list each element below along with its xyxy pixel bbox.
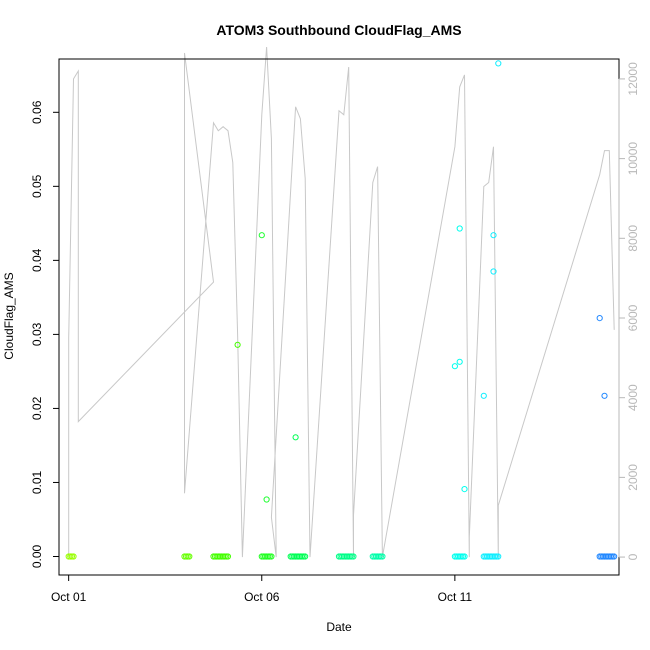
x-axis: Oct 01 Oct 06 Oct 11 xyxy=(51,574,473,604)
y-axis-label: CloudFlag_AMS xyxy=(2,272,16,359)
left-axis-tick-label: 0.05 xyxy=(30,174,44,198)
data-point xyxy=(495,553,502,560)
data-point xyxy=(601,392,608,399)
x-axis-label: Date xyxy=(326,620,352,634)
right-axis-tick-label: 6000 xyxy=(626,304,640,331)
right-axis-tick-label: 4000 xyxy=(626,384,640,411)
zero-point-cluster xyxy=(181,553,193,560)
data-point xyxy=(263,496,270,503)
right-axis-tick-label: 12000 xyxy=(626,62,640,96)
zero-point-cluster xyxy=(287,553,309,560)
data-point xyxy=(224,553,231,560)
data-point xyxy=(456,358,463,365)
data-point xyxy=(292,434,299,441)
points-layer xyxy=(65,60,618,560)
right-y-axis: 0 2000 4000 6000 8000 10000 12000 xyxy=(618,62,640,560)
left-axis-tick-label: 0.01 xyxy=(30,470,44,494)
data-point xyxy=(302,553,309,560)
data-point xyxy=(456,225,463,232)
data-point xyxy=(495,60,502,67)
x-axis-tick-label: Oct 01 xyxy=(51,590,87,604)
left-axis-tick-label: 0.03 xyxy=(30,322,44,346)
x-axis-tick-label: Oct 06 xyxy=(244,590,280,604)
data-point xyxy=(451,363,458,370)
data-point xyxy=(70,553,77,560)
right-axis-tick-label: 8000 xyxy=(626,225,640,252)
right-axis-tick-label: 10000 xyxy=(626,142,640,176)
zero-point-cluster xyxy=(451,553,468,560)
data-point xyxy=(350,553,357,560)
left-axis-tick-label: 0.02 xyxy=(30,396,44,420)
zero-point-cluster xyxy=(480,553,502,560)
data-point xyxy=(611,553,618,560)
data-point xyxy=(268,553,275,560)
left-y-axis: 0.00 0.01 0.02 0.03 0.04 0.05 0.06 xyxy=(30,100,60,568)
data-point xyxy=(186,553,193,560)
data-point xyxy=(596,315,603,322)
chart-title: ATOM3 Southbound CloudFlag_AMS xyxy=(216,22,461,38)
plot-frame xyxy=(58,58,620,576)
data-point xyxy=(258,232,265,239)
altitude-trace-line xyxy=(68,46,615,558)
right-axis-tick-label: 0 xyxy=(626,553,640,560)
zero-point-cluster xyxy=(369,553,386,560)
data-point xyxy=(379,553,386,560)
data-point xyxy=(461,553,468,560)
data-point xyxy=(461,486,468,493)
data-point xyxy=(480,392,487,399)
left-axis-tick-label: 0.04 xyxy=(30,248,44,272)
x-axis-tick-label: Oct 11 xyxy=(438,590,473,604)
data-point xyxy=(490,268,497,275)
left-axis-tick-label: 0.00 xyxy=(30,544,44,568)
altitude-trace-layer xyxy=(68,46,615,558)
zero-point-cluster xyxy=(258,553,275,560)
zero-point-cluster xyxy=(210,553,231,560)
data-point xyxy=(490,232,497,239)
data-point xyxy=(234,341,241,348)
right-axis-tick-label: 2000 xyxy=(626,464,640,491)
zero-point-cluster xyxy=(335,553,357,560)
zero-point-cluster xyxy=(596,553,618,560)
left-axis-tick-label: 0.06 xyxy=(30,100,44,124)
zero-point-cluster xyxy=(65,553,77,560)
